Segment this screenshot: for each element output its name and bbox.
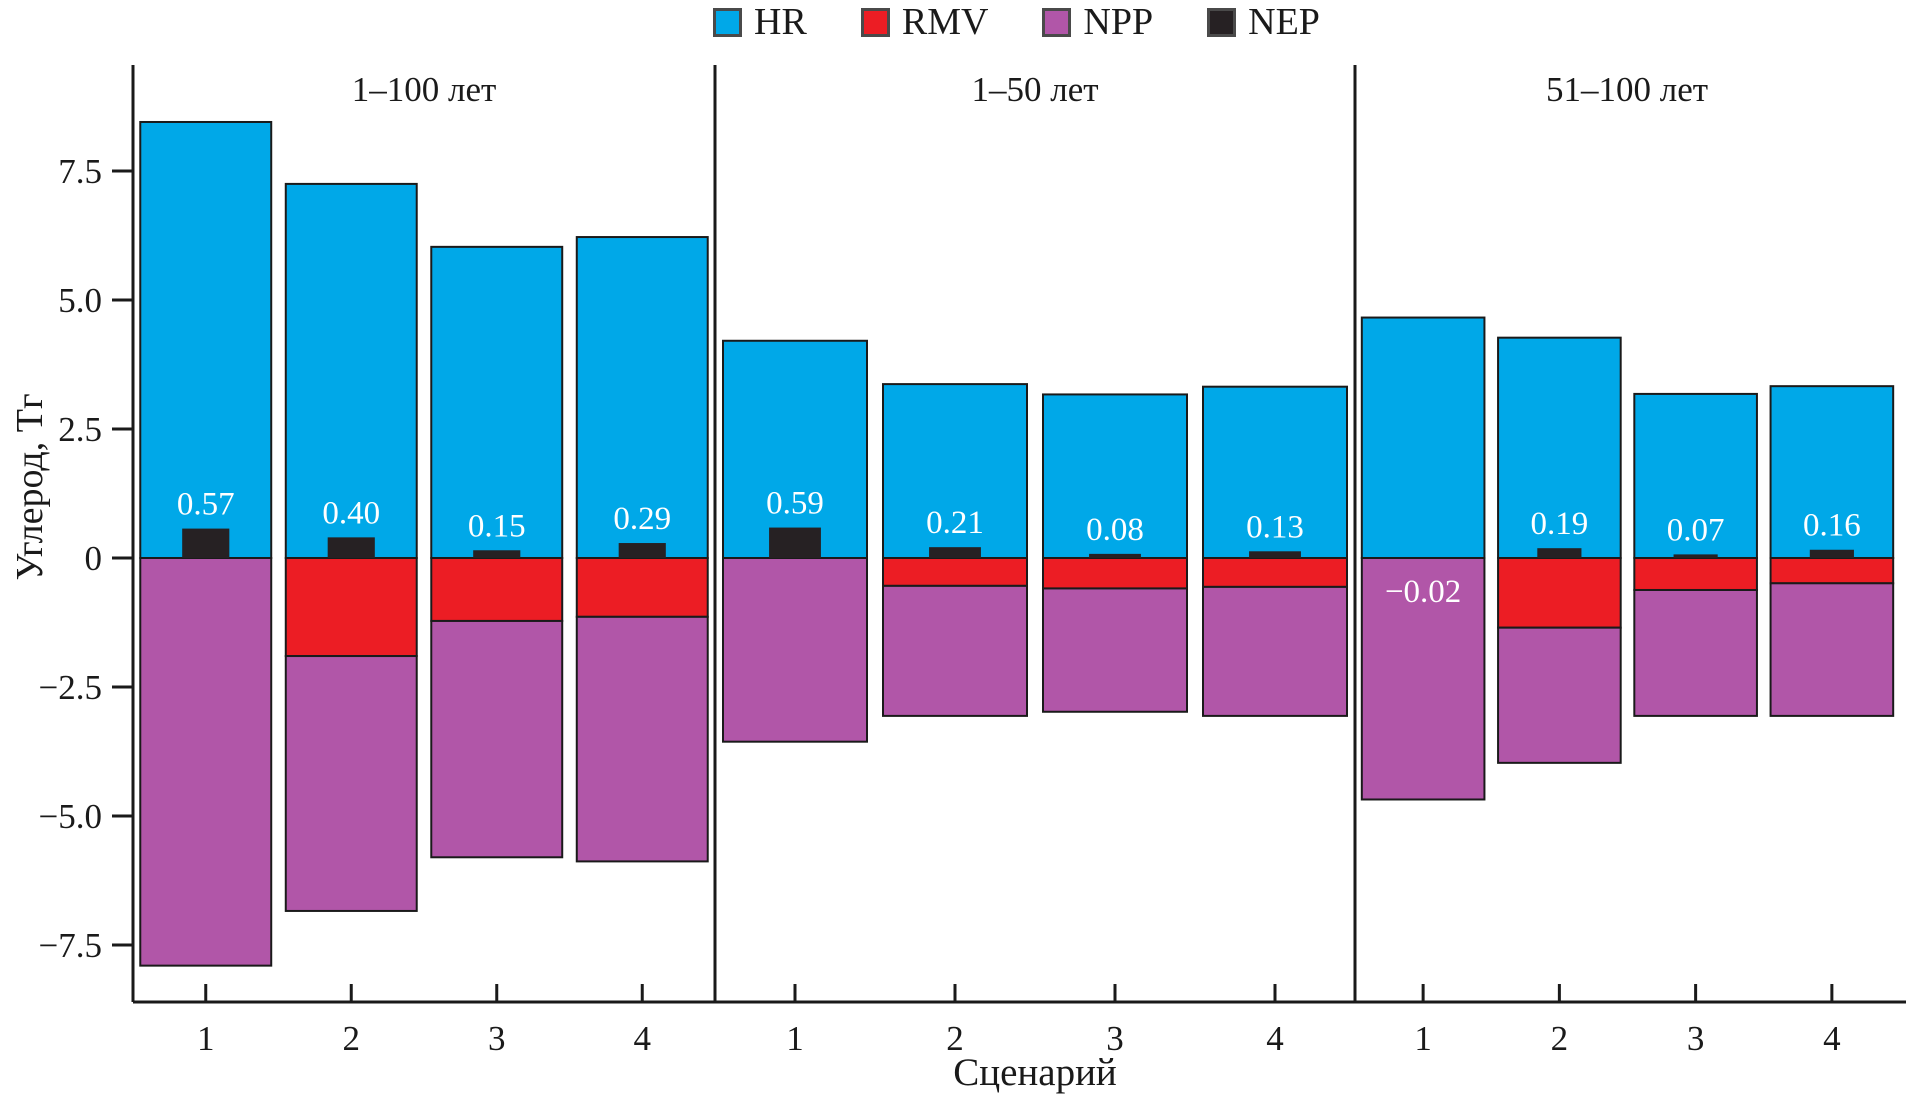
bar-nep-p2-s1 [769, 527, 821, 558]
legend-label-nep: NEP [1248, 1, 1320, 43]
x-tick-label-p2-s3: 3 [1106, 1019, 1124, 1058]
bar-rmv-p2-s2 [882, 557, 1028, 587]
bar-npp-p2-s3 [1042, 587, 1188, 713]
legend-swatch-nep [1207, 7, 1237, 37]
x-tick-label-p3-s1: 1 [1414, 1019, 1432, 1058]
bar-rmv-p1-s2 [284, 557, 418, 658]
y-tick-label: −7.5 [39, 926, 103, 965]
x-tick-label-p3-s2: 2 [1551, 1019, 1569, 1058]
bar-hr-p2-s2 [882, 383, 1028, 559]
nep-value-label-p3-s3: 0.07 [1667, 512, 1725, 548]
bar-npp-p3-s4 [1769, 582, 1895, 717]
x-tick-label-p1-s3: 3 [488, 1019, 506, 1058]
nep-value-label-p2-s3: 0.08 [1086, 512, 1144, 548]
bar-hr-p3-s4 [1769, 385, 1895, 559]
panel-title-51-100-let: 51–100 лет [1545, 70, 1709, 109]
bar-hr-p1-s2 [284, 182, 418, 559]
x-tick-label-p1-s1: 1 [197, 1019, 215, 1058]
bar-nep-p2-s4 [1249, 551, 1301, 558]
legend-label-hr: HR [754, 1, 807, 43]
bar-rmv-p1-s3 [430, 557, 564, 622]
y-tick-label: −5.0 [39, 797, 103, 836]
nep-value-label-p3-s4: 0.16 [1803, 508, 1861, 544]
x-tick-label-p3-s4: 4 [1823, 1019, 1841, 1058]
bar-npp-p1-s3 [430, 619, 564, 859]
x-tick-label-p3-s3: 3 [1687, 1019, 1705, 1058]
x-tick-label-p2-s4: 4 [1266, 1019, 1284, 1058]
bar-hr-p3-s1 [1360, 316, 1486, 559]
bar-nep-p2-s3 [1089, 553, 1141, 558]
bar-nep-p1-s3 [473, 550, 521, 558]
legend-swatch-npp [1042, 7, 1072, 37]
y-tick-label: 2.5 [58, 410, 102, 449]
bar-rmv-p2-s4 [1202, 557, 1348, 588]
bar-npp-p3-s1 [1360, 557, 1486, 801]
bar-npp-p3-s3 [1633, 588, 1758, 717]
bar-rmv-p1-s4 [575, 557, 709, 618]
x-axis-title: Сценарий [953, 1051, 1117, 1094]
x-tick-label-p1-s2: 2 [343, 1019, 361, 1058]
bar-rmv-p3-s4 [1769, 557, 1895, 585]
legend-item-npp: NPP [1042, 3, 1153, 41]
bar-hr-p1-s1 [139, 120, 273, 559]
nep-value-label-p1-s3: 0.15 [468, 508, 526, 544]
x-tick-label-p2-s1: 1 [786, 1019, 804, 1058]
nep-value-label-p2-s2: 0.21 [926, 505, 984, 541]
bar-npp-p1-s1 [139, 557, 273, 967]
bar-npp-p2-s2 [882, 584, 1028, 717]
bar-nep-p3-s2 [1537, 548, 1582, 558]
bar-npp-p3-s2 [1497, 626, 1622, 764]
legend-swatch-hr [713, 7, 743, 37]
nep-value-label-p2-s4: 0.13 [1246, 509, 1304, 545]
legend-label-rmv: RMV [901, 1, 989, 43]
bar-hr-p2-s4 [1202, 385, 1348, 559]
panel-title-1-100-let: 1–100 лет [351, 70, 497, 109]
bar-npp-p1-s2 [284, 655, 418, 912]
bar-hr-p1-s4 [575, 236, 709, 559]
x-tick-label-p1-s4: 4 [634, 1019, 652, 1058]
panel-title-1-50-let: 1–50 лет [971, 70, 1099, 109]
nep-value-label-p3-s1: −0.02 [1385, 574, 1461, 610]
bar-npp-p1-s4 [575, 615, 709, 863]
bar-hr-p2-s3 [1042, 393, 1188, 560]
y-tick-label: 0 [85, 539, 103, 578]
legend: HR RMV NPP NEP [133, 0, 1900, 44]
legend-item-rmv: RMV [860, 1, 989, 43]
y-axis-title: Углерод, Тг [9, 393, 51, 581]
bar-hr-p3-s2 [1497, 336, 1622, 559]
bar-npp-p2-s4 [1202, 585, 1348, 717]
legend-label-npp: NPP [1083, 1, 1154, 43]
bar-npp-p2-s1 [722, 557, 868, 743]
y-tick-label: 5.0 [58, 281, 102, 320]
nep-value-label-p3-s2: 0.19 [1531, 506, 1589, 542]
nep-value-label-p2-s1: 0.59 [766, 486, 824, 522]
legend-item-hr: HR [713, 3, 807, 41]
bar-rmv-p3-s2 [1497, 557, 1622, 629]
bar-hr-p2-s1 [722, 339, 868, 559]
bar-rmv-p2-s3 [1042, 557, 1188, 590]
nep-value-label-p1-s4: 0.29 [613, 501, 671, 537]
legend-swatch-rmv [860, 7, 890, 37]
bar-nep-p2-s2 [929, 547, 981, 558]
legend-item-nep: NEP [1207, 3, 1320, 41]
y-tick-label: 7.5 [58, 152, 102, 191]
bar-nep-p1-s1 [182, 528, 230, 558]
y-tick-label: −2.5 [39, 668, 103, 707]
bar-rmv-p3-s3 [1633, 557, 1758, 591]
bar-nep-p1-s4 [618, 543, 666, 558]
bar-hr-p3-s3 [1633, 392, 1758, 559]
bar-nep-p1-s2 [327, 537, 375, 558]
nep-value-label-p1-s1: 0.57 [177, 487, 235, 523]
bar-nep-p3-s3 [1673, 554, 1718, 558]
x-tick-label-p2-s2: 2 [946, 1019, 964, 1058]
bar-nep-p3-s4 [1809, 549, 1854, 558]
nep-value-label-p1-s2: 0.40 [322, 495, 380, 531]
bar-hr-p1-s3 [430, 245, 564, 560]
